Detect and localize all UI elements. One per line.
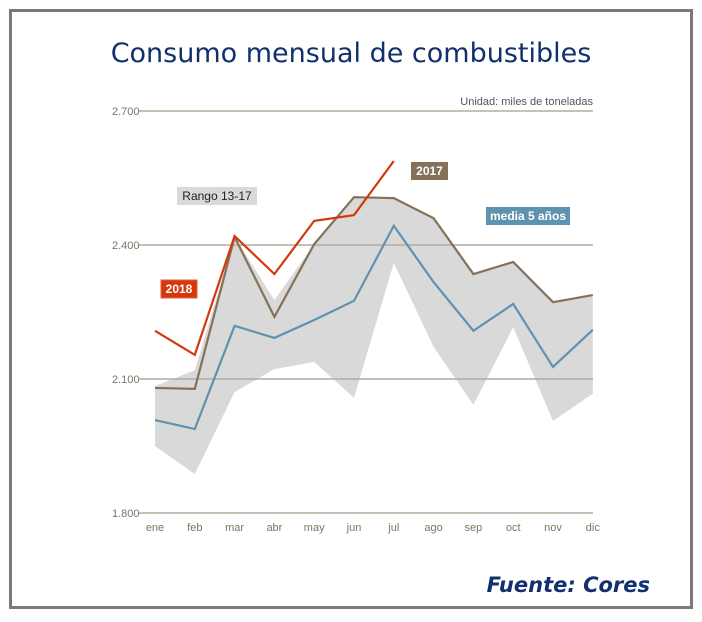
legend-2017-box [411,162,448,180]
x-tick-label: dic [586,522,601,534]
legend-media: media 5 años [490,209,566,223]
legend-media-box [486,207,570,225]
legend-2018-box [160,279,198,299]
y-tick-label: 2.100 [112,374,140,386]
x-tick-label: ene [146,522,164,534]
y-tick-label: 1.800 [112,508,140,520]
series-line-2018 [154,160,395,357]
series-line-media-5-años [154,223,594,431]
chart-frame [9,9,693,609]
x-tick-label: may [304,522,325,534]
x-tick-label: ago [424,522,442,534]
range-area [155,197,593,475]
x-tick-label: feb [187,522,202,534]
x-tick-label: sep [465,522,483,534]
y-tick-label: 2.400 [112,240,140,252]
x-tick-label: abr [266,522,282,534]
x-tick-label: mar [225,522,244,534]
x-tick-label: nov [544,522,562,534]
legend-2017: 2017 [416,164,443,178]
y-tick-label: 2.700 [112,106,140,118]
x-tick-label: oct [506,522,521,534]
chart-title: Consumo mensual de combustibles [110,38,592,69]
series-line-2017 [154,196,593,390]
chart-source: Fuente: Cores [486,573,650,597]
unit-note: Unidad: miles de toneladas [460,96,593,108]
legend-2018: 2018 [166,282,193,296]
legend-range: Rango 13-17 [182,189,252,203]
x-tick-label: jun [346,522,362,534]
x-tick-label: jul [387,522,399,534]
legend-range-box [177,187,257,205]
